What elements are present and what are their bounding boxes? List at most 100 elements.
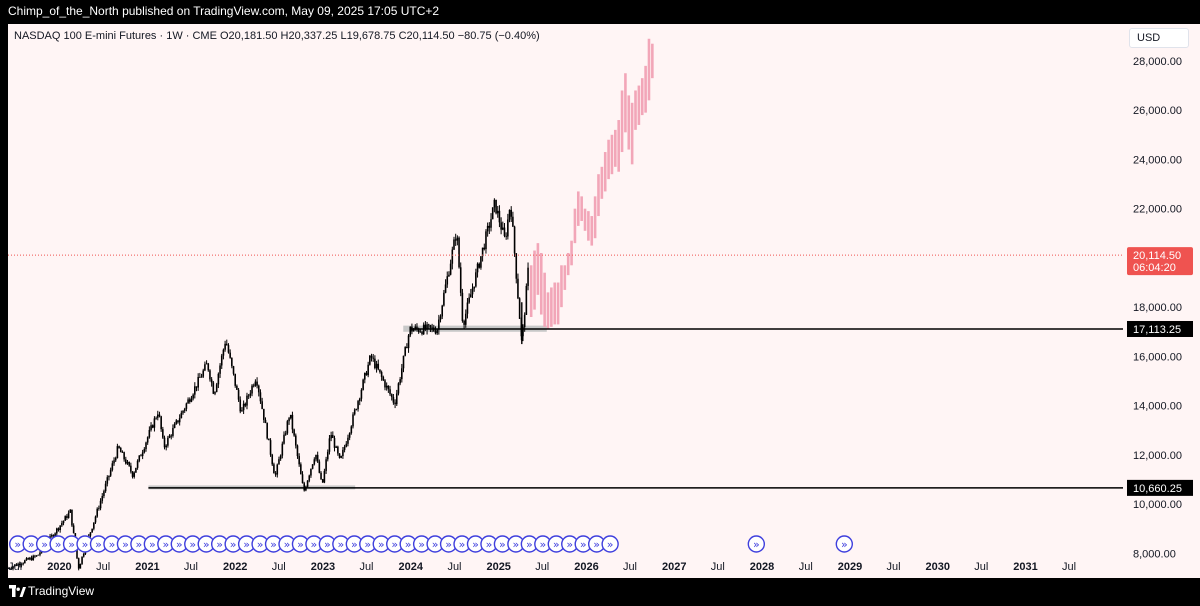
candle-body [291,414,294,430]
candle-body [463,320,465,325]
candle-body [183,408,186,411]
event-marker-icon[interactable] [601,535,619,553]
event-marker-glyph: » [432,538,439,551]
candle-body [128,462,130,466]
candle-body [407,335,410,349]
candle-body [81,556,83,564]
candle-body [222,349,225,356]
candle-body [268,438,270,441]
candle-body [140,455,142,457]
candle-body [32,555,35,561]
candle-body [372,357,375,359]
x-tick-label: Jul [974,561,988,573]
candle-body [93,522,95,529]
candle-body [365,372,368,376]
candle-body [215,384,218,392]
candle-body [39,552,41,555]
brand-name: TradingView [28,584,95,598]
event-marker-glyph: » [109,538,116,551]
x-tick-label: Jul [96,561,110,573]
candle-body [263,408,265,420]
candle-body [172,427,174,436]
candle-body [173,423,176,428]
candle-body [313,459,316,465]
candle-body [98,508,100,510]
candle-body [232,366,235,374]
projection-bar [593,196,597,239]
candle-body [475,272,477,287]
candle-body [261,401,263,409]
candle-body [231,357,233,367]
candle-body [224,343,226,350]
candle-body [239,399,242,412]
candle-body [300,464,302,475]
candle-body [427,324,430,326]
candle-body [229,352,231,358]
candle-body [249,393,252,396]
candle-body [401,368,403,380]
event-marker-icon[interactable] [747,535,766,553]
x-tick-label: 2025 [486,561,510,573]
projection-bar [560,265,563,308]
candle-body [244,403,247,406]
event-marker-glyph: » [122,538,129,551]
candle-body [185,403,188,409]
candle-body [8,568,11,569]
candle-body [459,267,462,293]
candle-body [150,425,152,430]
event-marker-glyph: » [14,538,21,551]
candle-body [25,558,28,561]
level-label-text: 10,660.25 [1133,483,1182,495]
candle-body [138,455,141,461]
event-marker-glyph: » [499,538,506,551]
candle-body [195,386,198,388]
candle-body [320,472,322,480]
candle-body [470,294,472,298]
candle-body [207,363,210,371]
candle-body [274,473,277,475]
x-tick-label: Jul [799,561,813,573]
candle-body [414,326,417,330]
projection-bar [637,85,641,125]
candle-body [217,373,220,385]
candle-body [130,465,132,472]
candle-body [76,546,78,559]
candle-body [468,297,470,303]
candle-body [412,329,415,332]
chart-area[interactable]: 8,000.00 10,000.00 12,000.00 14,000.00 16,00… [8,24,1200,578]
price-chart[interactable]: 8,000.00 10,000.00 12,000.00 14,000.00 16,00… [8,24,1200,578]
event-markers-group: » » » » » » » » » » » » » » » » » » » » » » » » » » » » » » » » » » » » » » » »… [9,535,854,553]
candle-body [10,568,13,570]
projection-bar [590,216,594,246]
x-tick-label: Jul [8,561,22,573]
last-price-tag-bg [1127,247,1193,276]
candle-body [464,313,467,325]
candle-body [62,520,65,524]
candle-body [212,382,215,394]
event-marker-icon[interactable] [835,535,854,553]
x-tick-label: Jul [711,561,725,573]
candle-body [369,355,371,365]
candle-body [234,373,237,386]
projection-bar [587,211,590,241]
candle-body [125,459,127,464]
candles-group [8,198,529,571]
event-marker-glyph: » [526,538,533,551]
x-tick-label: 2030 [925,561,949,573]
candle-body [162,429,164,438]
x-tick-label: Jul [184,561,198,573]
candle-body [510,209,513,217]
candle-body [500,222,502,230]
currency-button[interactable]: USD [1129,28,1189,48]
candle-body [188,399,191,402]
candle-body [286,421,289,434]
candle-body [355,409,358,410]
x-tick-label: Jul [535,561,549,573]
candle-body [453,239,455,250]
y-tick-label: 26,000.00 [1133,105,1182,117]
candle-body [30,557,33,561]
candle-body [103,491,105,497]
candle-body [419,331,422,333]
level-label-bg [1127,320,1193,337]
projection-bar [583,208,587,231]
